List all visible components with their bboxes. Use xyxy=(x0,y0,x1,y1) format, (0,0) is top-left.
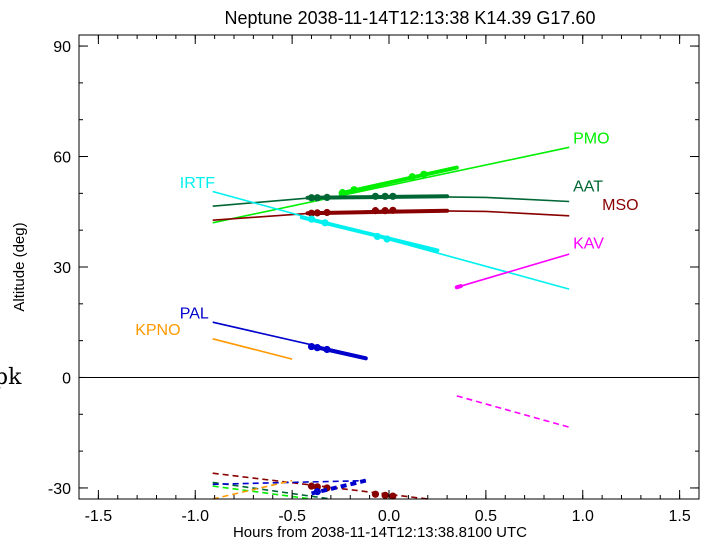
series-aat-point xyxy=(389,192,397,200)
x-tick-label: 1.5 xyxy=(669,508,691,525)
series-pal: PAL xyxy=(180,306,368,496)
series-mso-point xyxy=(313,209,321,217)
series-aat-point xyxy=(307,194,316,202)
series-kav-line xyxy=(456,253,570,289)
series-mso-below-point xyxy=(371,490,380,498)
series-kav-window xyxy=(454,284,463,290)
plot-frame xyxy=(78,34,700,500)
series-kpno-label: KPNO xyxy=(135,322,180,339)
series-kpno-below-horizon-line xyxy=(212,479,293,500)
tick-layer: -1.5 -1.0 -0.5 0.0 0.5 1.0 1.5 -30 0 30 60 90 xyxy=(48,35,700,525)
series-pal-point xyxy=(323,345,331,354)
x-tick-label: 0.0 xyxy=(378,508,400,525)
series-pmo-point xyxy=(338,189,347,197)
series-pmo-point xyxy=(408,173,416,181)
series-pal-below-point xyxy=(313,488,321,496)
series-aat-point xyxy=(371,192,380,200)
series-pmo: PMO xyxy=(212,131,610,500)
series-aat-point xyxy=(381,192,389,200)
series-pal-below-horizon-line xyxy=(212,479,366,486)
series-mso-below-point xyxy=(389,492,397,500)
y-tick-label: 90 xyxy=(53,39,71,56)
series-kav-label: KAV xyxy=(573,236,604,253)
x-tick-label: 1.0 xyxy=(572,508,594,525)
series-pmo-point xyxy=(420,170,428,178)
series-mso-point xyxy=(381,207,389,215)
series-mso-below-point xyxy=(381,491,389,499)
series-aat-label: AAT xyxy=(573,179,603,196)
series-aat-point xyxy=(313,194,321,202)
x-tick-label: -1.0 xyxy=(181,508,209,525)
series-irtf: IRTF xyxy=(180,175,570,290)
series-irtf-label: IRTF xyxy=(180,175,215,192)
series-mso-point xyxy=(371,207,380,215)
series-aat-point xyxy=(323,193,331,201)
series-mso-point xyxy=(389,206,397,214)
series-pal-point xyxy=(307,342,316,351)
series-pmo-point xyxy=(350,186,358,194)
series-mso-label: MSO xyxy=(602,197,638,214)
stray-fragment-text: pk xyxy=(0,365,22,390)
series-kpno-line xyxy=(212,338,293,360)
y-tick-label: 30 xyxy=(53,260,71,277)
series-kpno: KPNO xyxy=(135,322,293,500)
series-irtf-point xyxy=(321,219,329,227)
series-aat: AAT xyxy=(212,179,603,500)
series-pmo-label: PMO xyxy=(573,131,609,148)
series-pal-label: PAL xyxy=(180,306,209,323)
series-mso-point xyxy=(323,208,331,217)
series-irtf-point xyxy=(383,235,391,243)
series-mso-point xyxy=(307,209,316,217)
series-kav: KAV xyxy=(454,236,604,428)
x-tick-label: -0.5 xyxy=(278,508,306,525)
y-axis-label: Altitude (deg) xyxy=(11,222,28,311)
y-tick-label: -30 xyxy=(48,481,71,498)
series-pal-point xyxy=(313,344,321,352)
series-irtf-point xyxy=(373,232,381,241)
series-kav-below-horizon-line xyxy=(456,395,570,428)
x-tick-label: -1.5 xyxy=(85,508,113,525)
series-pmo-below-horizon-line xyxy=(212,485,312,500)
series-irtf-point xyxy=(307,215,316,223)
y-tick-label: 0 xyxy=(62,370,71,387)
series-pmo-line xyxy=(212,146,570,224)
x-axis-label: Hours from 2038-11-14T12:13:38.8100 UTC xyxy=(233,524,527,541)
series-mso-below-point xyxy=(307,482,316,490)
x-tick-label: 0.5 xyxy=(475,508,497,525)
chart-title: Neptune 2038-11-14T12:13:38 K14.39 G17.6… xyxy=(225,8,596,28)
series-pmo-window xyxy=(338,165,459,196)
y-tick-label: 60 xyxy=(53,150,71,167)
